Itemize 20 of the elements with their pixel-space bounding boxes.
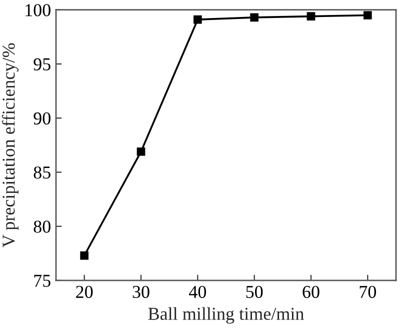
y-tick-label: 90 <box>34 112 50 125</box>
y-tick-label: 95 <box>34 58 50 70</box>
y-tick-label: 80 <box>34 220 50 233</box>
x-tick-label: 70 <box>360 286 376 298</box>
x-tick-label: 40 <box>188 286 206 298</box>
point <box>80 251 88 260</box>
x-tick-label: 30 <box>132 286 150 298</box>
y-axis-title: V precipitation efficiency/% <box>2 43 18 248</box>
x-tick-label: 20 <box>76 286 93 298</box>
point <box>364 11 372 20</box>
point <box>136 147 146 156</box>
x-tick-label: 50 <box>246 286 263 298</box>
y-tick-label: 100 <box>26 4 50 16</box>
y-tick-label: 85 <box>34 166 50 179</box>
y-tick-label: 75 <box>34 274 50 287</box>
x-axis-title: Ball milling time/min <box>148 307 304 324</box>
point <box>250 13 258 22</box>
point <box>194 15 202 24</box>
point <box>306 12 316 20</box>
x-tick-label: 60 <box>302 286 320 298</box>
